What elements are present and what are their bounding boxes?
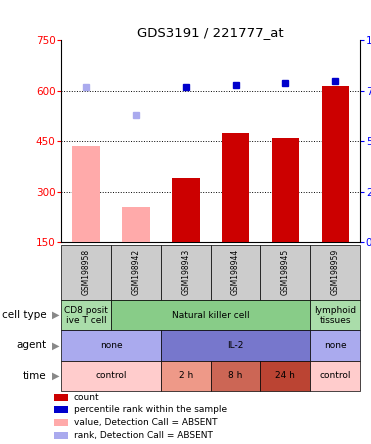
Bar [161,361,211,391]
Bar [61,330,161,361]
Bar [61,361,161,391]
Text: value, Detection Call = ABSENT: value, Detection Call = ABSENT [74,418,217,427]
Bar [310,300,360,330]
Bar [61,300,111,330]
Bar [122,207,150,242]
Bar [310,361,360,391]
Bar [272,138,299,242]
Text: ▶: ▶ [52,371,59,381]
Text: IL-2: IL-2 [227,341,244,350]
Text: GSM198942: GSM198942 [131,249,140,295]
Text: CD8 posit
ive T cell: CD8 posit ive T cell [64,305,108,325]
Text: none: none [100,341,122,350]
Bar [310,245,360,300]
Bar [54,419,68,426]
Text: lymphoid
tissues: lymphoid tissues [314,305,356,325]
Bar [54,393,68,400]
Bar [260,361,310,391]
Text: control: control [319,371,351,380]
Bar [172,178,200,242]
Text: GSM198959: GSM198959 [331,249,339,295]
Bar [54,406,68,413]
Text: 2 h: 2 h [178,371,193,380]
Text: control: control [95,371,127,380]
Bar [260,245,310,300]
Text: none: none [324,341,346,350]
Bar [222,133,249,242]
Text: cell type: cell type [2,310,46,320]
Bar [310,330,360,361]
Bar [61,245,111,300]
Text: ▶: ▶ [52,310,59,320]
Bar [161,245,211,300]
Bar [111,300,310,330]
Text: GSM198945: GSM198945 [281,249,290,295]
Title: GDS3191 / 221777_at: GDS3191 / 221777_at [137,26,284,39]
Text: GSM198944: GSM198944 [231,249,240,295]
Bar [211,361,260,391]
Text: Natural killer cell: Natural killer cell [172,311,249,320]
Text: 8 h: 8 h [228,371,243,380]
Text: GSM198943: GSM198943 [181,249,190,295]
Bar [322,86,349,242]
Bar [72,147,100,242]
Text: GSM198958: GSM198958 [82,249,91,295]
Text: rank, Detection Call = ABSENT: rank, Detection Call = ABSENT [74,431,213,440]
Text: ▶: ▶ [52,341,59,350]
Bar [111,245,161,300]
Text: count: count [74,392,99,402]
Bar [54,432,68,439]
Text: percentile rank within the sample: percentile rank within the sample [74,405,227,414]
Text: agent: agent [16,341,46,350]
Bar [161,330,310,361]
Bar [211,245,260,300]
Text: time: time [23,371,46,381]
Text: 24 h: 24 h [275,371,295,380]
